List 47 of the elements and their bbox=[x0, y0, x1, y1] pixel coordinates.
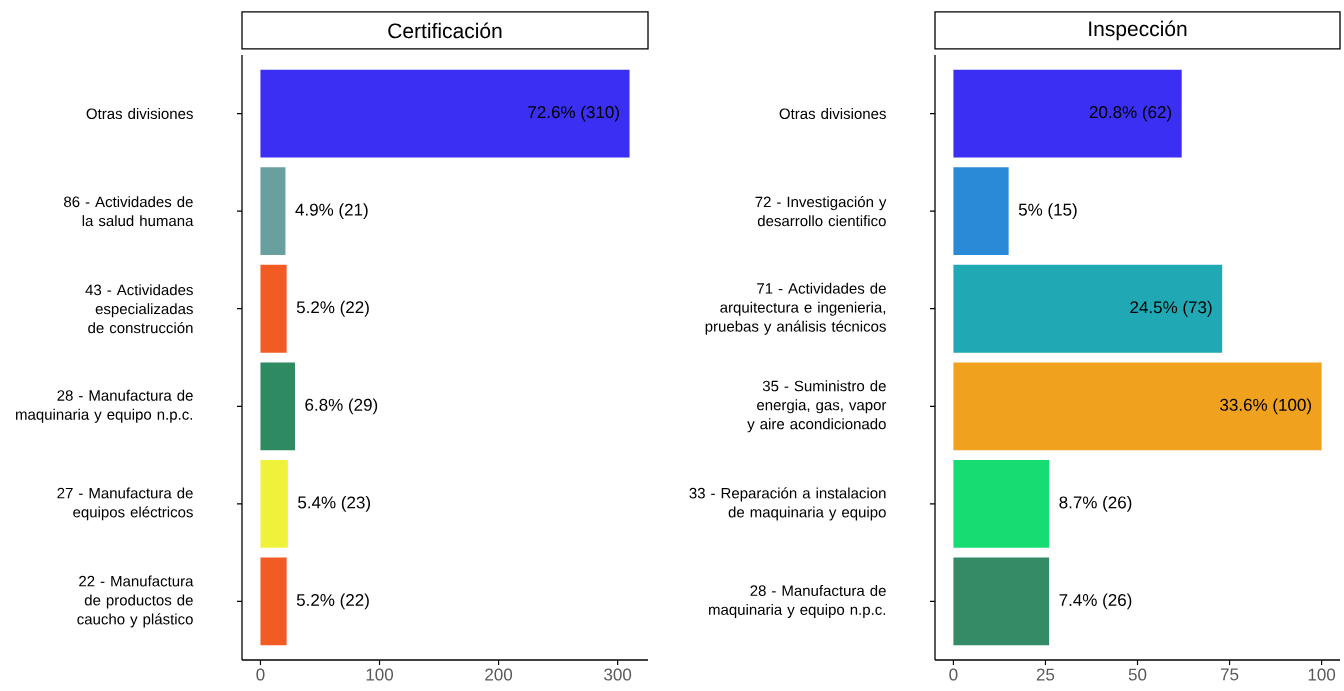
y-tick-label: 43 - Actividades especializadas de construcción bbox=[85, 284, 193, 334]
x-tick-label: 300 bbox=[604, 668, 632, 681]
bar bbox=[260, 69, 630, 158]
bar bbox=[260, 264, 287, 353]
bar bbox=[953, 362, 1322, 451]
data-label: 8.7% (26) bbox=[1059, 495, 1132, 512]
data-label: 7.4% (26) bbox=[1059, 593, 1132, 610]
bar bbox=[260, 557, 287, 646]
y-tick-label: 86 - Actividades de la salud humana bbox=[64, 196, 194, 227]
bar bbox=[953, 459, 1050, 548]
data-label: 33.6% (100) bbox=[1220, 398, 1311, 415]
chart-title: Certificación bbox=[388, 22, 502, 39]
x-tick-label: 200 bbox=[485, 668, 513, 681]
y-tick-label: 33 - Reparación a instalacion de maquinaria y equipo bbox=[689, 487, 886, 521]
bar bbox=[953, 264, 1223, 353]
x-tick-label: 0 bbox=[949, 668, 958, 681]
bar bbox=[260, 167, 286, 256]
data-label: 6.8% (29) bbox=[305, 398, 378, 415]
y-tick-label: 71 - Actividades de arquitectura e ingenieria, pruebas y análisis técnicos bbox=[705, 282, 886, 335]
chart-title: Inspección bbox=[1089, 20, 1187, 41]
y-tick-label: 35 - Suministro de energia, gas, vapor y aire acondicionado bbox=[747, 380, 887, 433]
y-tick-label: 27 - Manufactura de equipos eléctricos bbox=[57, 487, 193, 521]
x-tick-label: 75 bbox=[1220, 668, 1239, 681]
data-label: 5% (15) bbox=[1018, 203, 1077, 220]
x-tick-label: 0 bbox=[256, 668, 265, 681]
y-tick-label: 28 - Manufactura de maquinaria y equipo n.p.c. bbox=[709, 584, 886, 618]
data-label: 24.5% (73) bbox=[1130, 300, 1212, 317]
x-tick-label: 100 bbox=[1308, 668, 1336, 681]
bar bbox=[260, 459, 288, 548]
x-tick-label: 100 bbox=[366, 668, 394, 681]
bar bbox=[953, 167, 1009, 256]
bar bbox=[260, 362, 295, 451]
x-tick-label: 50 bbox=[1128, 668, 1147, 681]
data-label: 20.8% (62) bbox=[1089, 105, 1172, 122]
y-tick-label: 72 - Investigación y desarrollo cientifico bbox=[755, 196, 887, 227]
data-label: 72.6% (310) bbox=[528, 105, 619, 122]
data-label: 4.9% (21) bbox=[295, 203, 368, 220]
y-tick-label: 28 - Manufactura de maquinaria y equipo n.p.c. bbox=[16, 389, 193, 423]
data-label: 5.2% (22) bbox=[296, 300, 369, 317]
data-label: 5.4% (23) bbox=[298, 495, 370, 512]
data-label: 5.2% (22) bbox=[296, 593, 369, 610]
y-tick-label: 22 - Manufactura de productos de caucho y plástico bbox=[77, 575, 194, 628]
bar bbox=[953, 557, 1050, 646]
y-tick-label: Otras divisiones bbox=[86, 108, 193, 120]
y-tick-label: Otras divisiones bbox=[779, 108, 886, 120]
x-tick-label: 25 bbox=[1036, 668, 1055, 681]
bar bbox=[953, 69, 1182, 158]
